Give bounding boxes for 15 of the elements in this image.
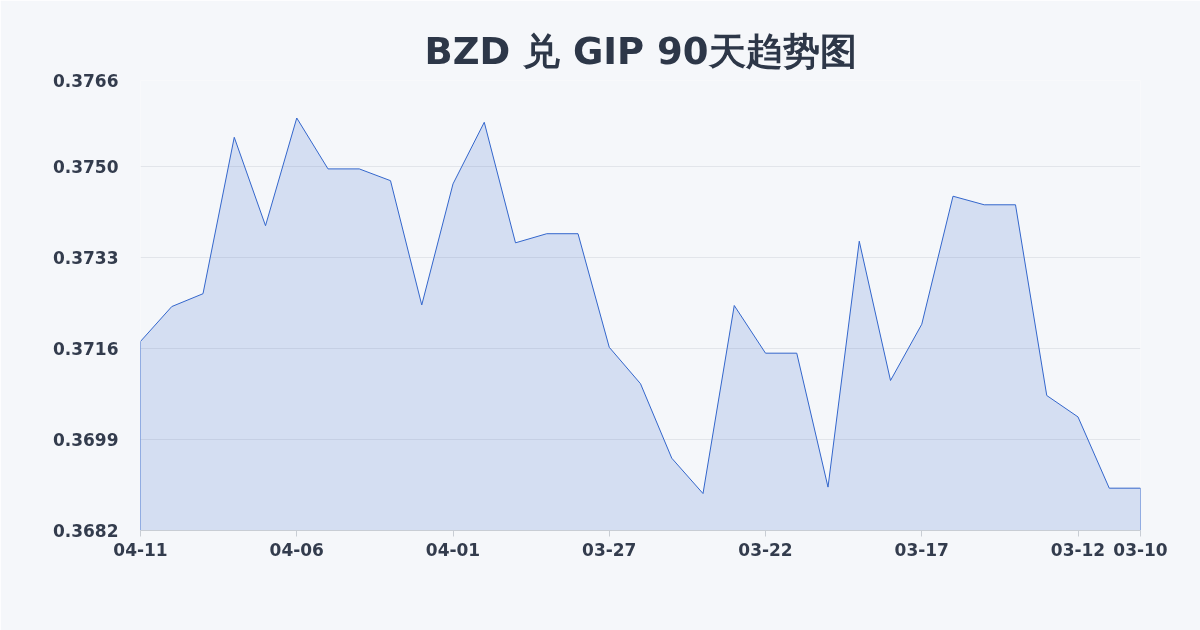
x-tick-label: 04-01 — [425, 539, 481, 560]
y-tick-label: 0.3682 — [52, 521, 119, 541]
x-tick-label: 03-27 — [582, 539, 637, 560]
x-tick-label: 03-10 — [1113, 539, 1168, 560]
x-tick-label: 03-12 — [1050, 539, 1106, 560]
x-tick-label: 04-06 — [269, 539, 324, 560]
y-tick-label: 0.3716 — [52, 338, 119, 359]
y-tick-label: 0.3766 — [52, 71, 119, 91]
y-tick-label: 0.3733 — [52, 247, 119, 268]
x-tick-label: 04-11 — [113, 539, 168, 560]
y-tick-label: 0.3750 — [52, 156, 119, 177]
y-tick-label: 0.3699 — [52, 429, 119, 450]
chart-title: BZD 兑 GIP 90天趋势图 — [424, 29, 857, 73]
x-tick-label: 03-17 — [894, 539, 949, 560]
x-tick-label: 03-22 — [738, 539, 793, 560]
